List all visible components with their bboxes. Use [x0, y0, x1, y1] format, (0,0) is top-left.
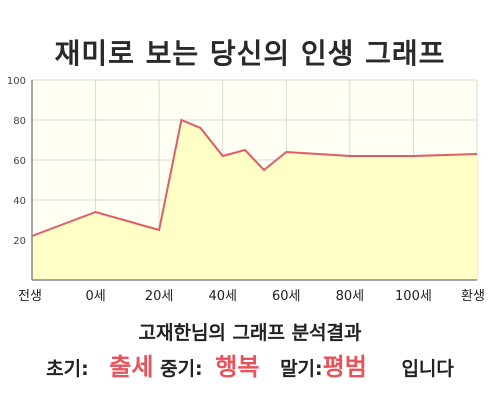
y-tick-label: 60 [13, 156, 26, 167]
late-label: 말기: [280, 358, 323, 380]
y-tick-label: 100 [7, 76, 26, 87]
early-label: 초기: [46, 358, 89, 380]
x-tick-label: 전생 [18, 289, 42, 304]
life-line-series [31, 118, 478, 237]
life-area-fill [32, 120, 477, 280]
axes [31, 80, 477, 281]
x-tick-label: 환생 [461, 289, 485, 304]
y-tick-label: 20 [13, 236, 26, 247]
early-value: 출세 [109, 353, 154, 381]
x-tick-labels: 전생 0세 20세 40세 60세 80세 100세 환생 [18, 289, 485, 304]
y-tick-labels: 20 40 60 80 100 [7, 76, 26, 247]
x-tick-label: 40세 [208, 289, 237, 304]
x-tick-label: 20세 [145, 289, 174, 304]
mid-value: 행복 [215, 353, 260, 381]
x-tick-label: 60세 [272, 289, 301, 304]
x-tick-label: 100세 [395, 289, 432, 304]
result-suffix: 입니다 [401, 358, 454, 380]
x-tick-label: 0세 [85, 289, 105, 304]
analysis-result-line: 초기: 출세 중기: 행복 말기:평범 입니다 [0, 347, 500, 382]
y-tick-label: 40 [13, 196, 26, 207]
analysis-result-title: 고재한님의 그래프 분석결과 [138, 322, 362, 344]
x-tick-label: 80세 [336, 289, 365, 304]
y-tick-label: 80 [13, 116, 26, 127]
late-value: 평범 [322, 353, 367, 381]
mid-label: 중기: [160, 358, 203, 380]
chart-title: 재미로 보는 당신의 인생 그래프 [54, 37, 446, 70]
